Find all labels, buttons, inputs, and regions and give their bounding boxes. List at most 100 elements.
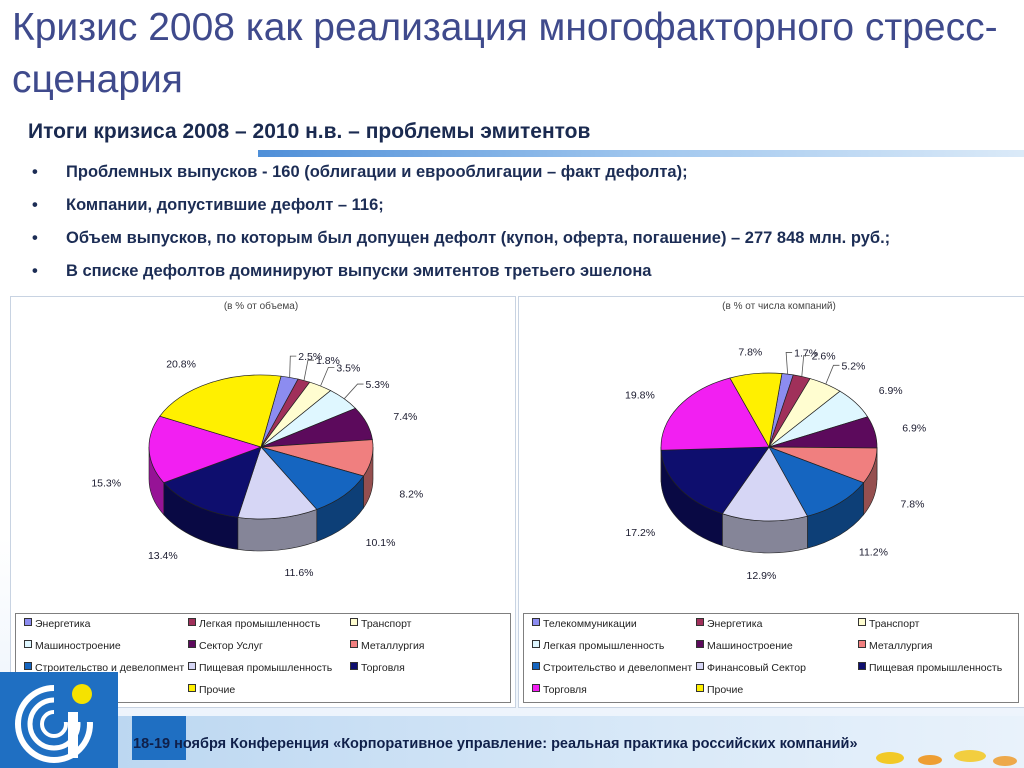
legend-label: Машиностроение: [707, 640, 793, 652]
legend-label: Легкая промышленность: [543, 640, 665, 652]
slice-value-label: 11.2%: [859, 546, 888, 558]
legend-label: Торговля: [361, 662, 405, 674]
legend-item: Прочие: [188, 684, 235, 696]
slice-value-label: 15.3%: [91, 478, 121, 490]
bullet-item: • В списке дефолтов доминируют выпуски эм…: [30, 257, 990, 286]
legend-label: Финансовый Сектор: [707, 662, 806, 674]
legend-swatch: [24, 640, 32, 648]
legend-item: Металлургия: [350, 640, 425, 652]
pie-slice: [159, 374, 282, 448]
legend-label: Энергетика: [35, 618, 91, 630]
legend-label: Строительство и девелопмент: [35, 662, 185, 674]
legend-item: Машиностроение: [696, 640, 793, 652]
leader-line: [343, 383, 364, 400]
legend-swatch: [350, 662, 358, 670]
legend-label: Легкая промышленность: [199, 618, 321, 630]
legend-item: Энергетика: [696, 618, 762, 630]
legend-swatch: [350, 640, 358, 648]
legend-swatch: [350, 618, 358, 626]
pie-slice: [237, 446, 318, 520]
legend-label: Прочие: [707, 684, 744, 696]
chart-panel-volume: (в % от объема) 2.5% 1.8% 3.5% 5.3% 7.4% 8.2% 1…: [10, 296, 516, 708]
footer-bar: [118, 716, 1024, 768]
slice-value-label: 7.8%: [738, 347, 762, 359]
bullet-text: Компании, допустившие дефолт – 116;: [66, 196, 384, 214]
legend-item: Торговля: [532, 684, 587, 696]
legend-label: Пищевая промышленность: [869, 662, 1003, 674]
slice-value-label: 13.4%: [148, 550, 178, 562]
slice-value-label: 17.2%: [625, 527, 655, 539]
legend-swatch: [24, 662, 32, 670]
legend-item: Энергетика: [24, 618, 90, 630]
legend-swatch: [858, 618, 866, 626]
pie-slice: [163, 446, 262, 518]
organization-logo: [0, 672, 118, 768]
bullet-text: Объем выпусков, по которым был допущен д…: [66, 229, 891, 247]
legend-label: Транспорт: [869, 618, 920, 630]
leader-line: [289, 355, 297, 378]
legend-item: Строительство и девелопмент: [24, 662, 184, 674]
legend-swatch: [532, 640, 540, 648]
legend-swatch: [532, 684, 540, 692]
bullet-item: • Проблемных выпусков - 160 (облигации и …: [30, 158, 990, 187]
pie-slice: [768, 446, 865, 517]
legend-swatch: [532, 618, 540, 626]
slice-value-label: 7.8%: [901, 499, 925, 511]
legend-item: Пищевая промышленность: [858, 662, 1002, 674]
leader-line: [303, 359, 314, 381]
legend-label: Сектор Услуг: [199, 640, 263, 652]
legend-companies: Телекоммуникации Энергетика Транспорт Легка…: [523, 613, 1019, 703]
legend-label: Металлургия: [869, 640, 933, 652]
slice-value-label: 1.8%: [316, 355, 340, 367]
legend-item: Прочие: [696, 684, 743, 696]
slice-value-label: 12.9%: [747, 570, 777, 582]
legend-item: Машиностроение: [24, 640, 121, 652]
slice-value-label: 5.3%: [366, 379, 390, 391]
bullet-text: В списке дефолтов доминируют выпуски эми…: [66, 262, 652, 280]
slice-value-label: 6.9%: [902, 423, 926, 435]
legend-item: Торговля: [350, 662, 405, 674]
footer-accent-square: [132, 716, 186, 760]
slice-value-label: 1.7%: [794, 347, 818, 359]
legend-swatch: [532, 662, 540, 670]
legend-item: Сектор Услуг: [188, 640, 263, 652]
pie-slice: [721, 446, 808, 522]
pie-chart-companies: (в % от числа компаний) 1.7%2.6% 5.2% 6.9% 6…: [625, 301, 926, 582]
bullet-dot: •: [32, 262, 38, 280]
leader-line: [320, 366, 335, 387]
pie-slice: [259, 446, 365, 510]
subtitle-underline: [258, 150, 1024, 157]
decorative-leaves: [876, 750, 1017, 766]
pie-slice: [660, 446, 770, 515]
bullet-item: • Объем выпусков, по которым был допущен …: [30, 224, 990, 253]
slide-subtitle: Итоги кризиса 2008 – 2010 н.в. – проблем…: [28, 120, 591, 143]
slide-title: Кризис 2008 как реализация многофакторно…: [12, 6, 998, 101]
pie-slice: [660, 377, 770, 451]
legend-item: Телекоммуникации: [532, 618, 637, 630]
bullet-list: • Проблемных выпусков - 160 (облигации и …: [30, 158, 990, 290]
legend-swatch: [24, 618, 32, 626]
legend-label: Телекоммуникации: [543, 618, 637, 630]
chart-panel-companies: (в % от числа компаний) 1.7% 2.6% 5.2% 6.9% 6…: [518, 296, 1024, 708]
leader-line: [785, 352, 793, 375]
legend-item: Пищевая промышленность: [188, 662, 332, 674]
slice-value-label: 2.5%: [298, 351, 322, 363]
bullet-dot: •: [32, 229, 38, 247]
pie-chart-volume: (в % от объема) 2.5%1.8%3.5% 5.3% 7.4% 8.2% 1…: [91, 300, 423, 579]
legend-label: Строительство и девелопмент: [543, 662, 693, 674]
legend-swatch: [696, 640, 704, 648]
legend-label: Пищевая промышленность: [199, 662, 333, 674]
legend-item: Транспорт: [858, 618, 920, 630]
legend-label: Транспорт: [361, 618, 412, 630]
legend-label: Металлургия: [361, 640, 425, 652]
legend-swatch: [858, 640, 866, 648]
legend-item: Финансовый Сектор: [696, 662, 806, 674]
legend-swatch: [696, 618, 704, 626]
legend-item: Металлургия: [858, 640, 933, 652]
footer-text: 18-19 ноября Конференция «Корпоративное …: [133, 736, 858, 752]
leader-line: [825, 364, 840, 385]
slice-value-label: 20.8%: [166, 358, 196, 370]
legend-item: Легкая промышленность: [188, 618, 320, 630]
slice-value-label: 8.2%: [399, 489, 423, 501]
slice-value-label: 10.1%: [366, 537, 396, 549]
